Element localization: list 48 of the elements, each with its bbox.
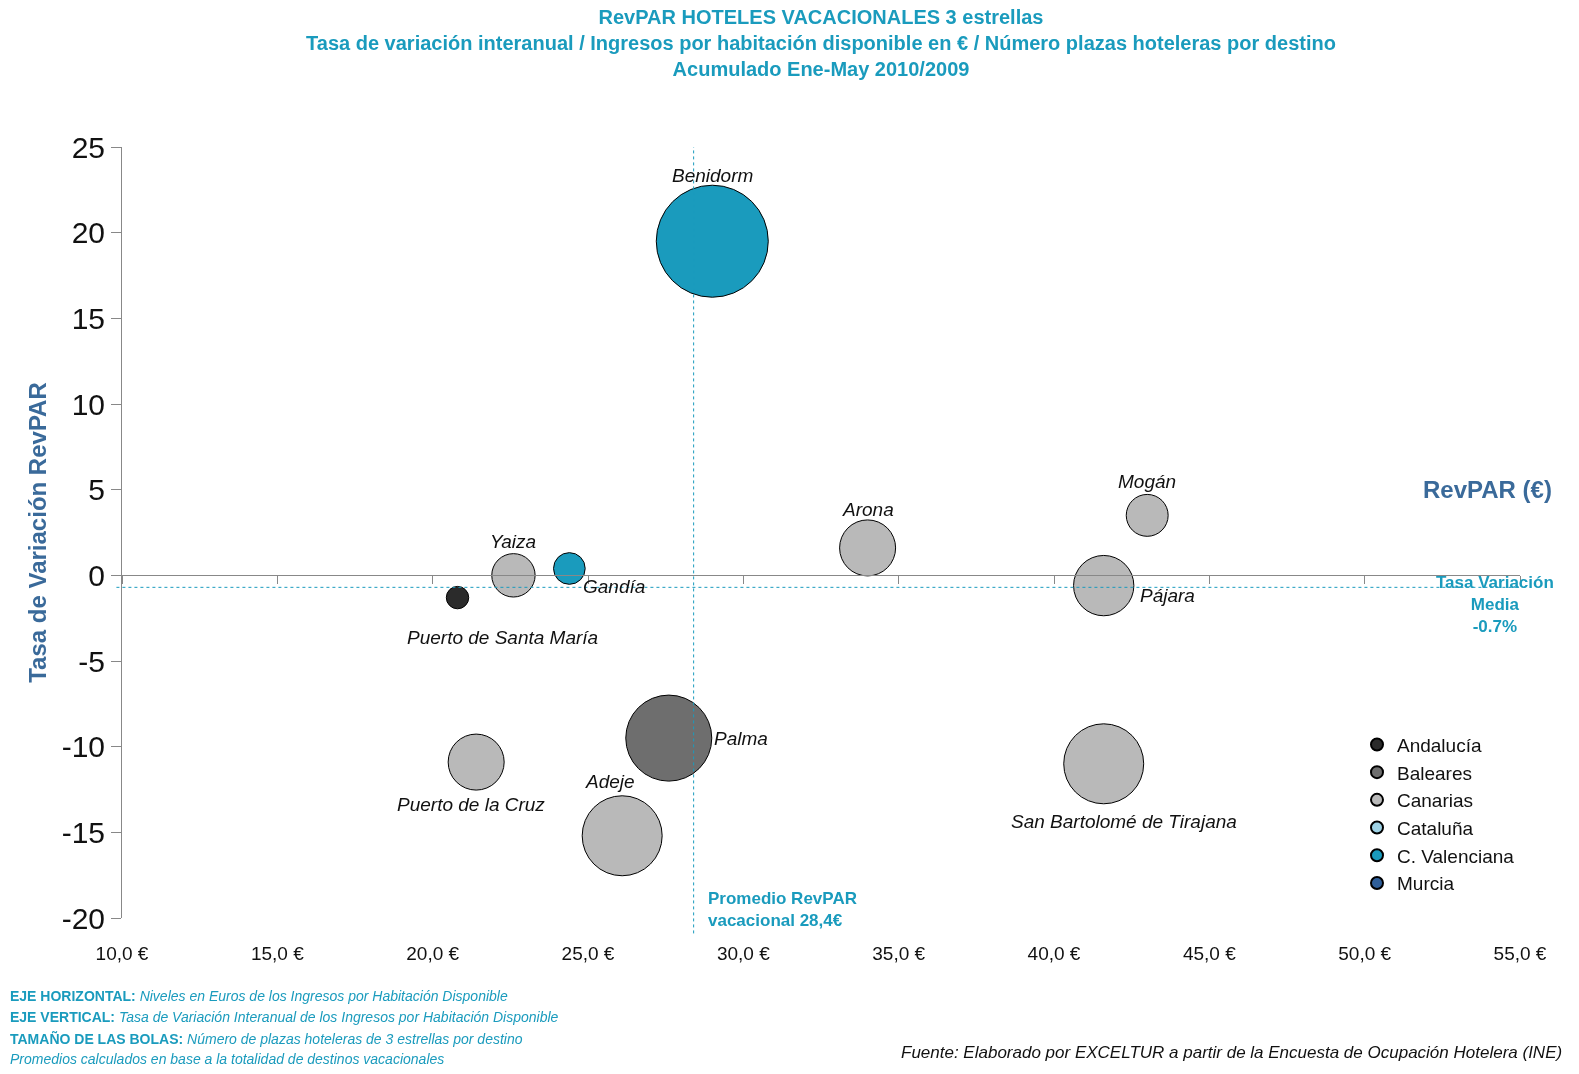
annotation: Gandía xyxy=(583,576,646,597)
y-tick-label: 5 xyxy=(88,473,105,507)
text: EJE HORIZONTAL: Niveles en Euros de los Ingresos por Habitación Disponible xyxy=(10,988,508,1004)
chart-subtitle: Tasa de variación interanual / Ingresos por habitación disponible en € / Número plazas hoteleras por destino Acumulado Ene-May 2010/2009 xyxy=(306,32,1336,80)
legend-label: Murcia xyxy=(1397,873,1455,895)
annotation: Yaiza xyxy=(490,531,537,552)
y-axis-title: Tasa de Variación RevPAR xyxy=(23,382,51,683)
annotation: Puerto de la Cruz xyxy=(397,794,546,815)
x-tick-label: 30,0 € xyxy=(716,943,771,964)
x-tick-label: 35,0 € xyxy=(872,943,926,964)
text: TAMAÑO DE LAS BOLAS: Número de plazas hoteleras de 3 estrellas por destino xyxy=(10,1030,523,1047)
legend-label: Canarias xyxy=(1397,790,1474,812)
y-tick-label: -15 xyxy=(61,815,105,849)
y-tick-label: 25 xyxy=(71,130,105,164)
annotation: San Bartolomé de Tirajana xyxy=(1011,811,1237,832)
annotation: Puerto de Santa María xyxy=(407,627,599,648)
legend-label: Baleares xyxy=(1397,762,1472,784)
annotation: Mogán xyxy=(1118,471,1177,492)
x-axis-title: RevPAR (€) xyxy=(1423,476,1552,503)
annotation: Arona xyxy=(842,499,894,520)
text: Promedios calculados en base a la totalidad de destinos vacacionales xyxy=(10,1051,445,1067)
x-tick-label: 55,0 € xyxy=(1493,943,1547,964)
y-tick-label: 15 xyxy=(71,301,105,335)
x-tick-label: 20,0 € xyxy=(406,943,460,964)
y-tick-label: 10 xyxy=(71,387,105,421)
source-note: Fuente: Elaborado por EXCELTUR a partir de la Encuesta de Ocupación Hotelera (INE) xyxy=(901,1043,1563,1062)
chart-title: RevPAR HOTELES VACACIONALES 3 estrellas xyxy=(598,6,1044,28)
x-tick-label: 25,0 € xyxy=(561,943,615,964)
annotation: Pájara xyxy=(1140,585,1195,606)
x-tick-label: 10,0 € xyxy=(95,943,149,964)
y-tick-label: -20 xyxy=(61,901,105,935)
x-tick-label: 15,0 € xyxy=(250,943,305,964)
annotation: Palma xyxy=(714,728,768,749)
legend-label: Cataluña xyxy=(1397,817,1474,839)
annotation: Adeje xyxy=(585,771,635,792)
y-tick-label: 0 xyxy=(88,558,105,592)
y-tick-label: -5 xyxy=(78,644,105,678)
annotation: Benidorm xyxy=(672,165,754,186)
ref-line-label: Tasa Variación Media -0.7% xyxy=(1436,573,1554,637)
x-tick-label: 40,0 € xyxy=(1027,943,1081,964)
legend-label: Andalucía xyxy=(1397,734,1482,756)
text: EJE VERTICAL: Tasa de Variación Interanual de los Ingresos por Habitación Disponible xyxy=(10,1009,559,1025)
x-tick-label: 45,0 € xyxy=(1182,943,1237,964)
x-tick-label: 50,0 € xyxy=(1338,943,1392,964)
legend-label: C. Valenciana xyxy=(1397,845,1515,867)
ref-line-label: Promedio RevPAR vacacional 28,4€ xyxy=(708,889,857,931)
y-tick-label: -10 xyxy=(61,730,105,764)
y-tick-label: 20 xyxy=(71,216,105,250)
